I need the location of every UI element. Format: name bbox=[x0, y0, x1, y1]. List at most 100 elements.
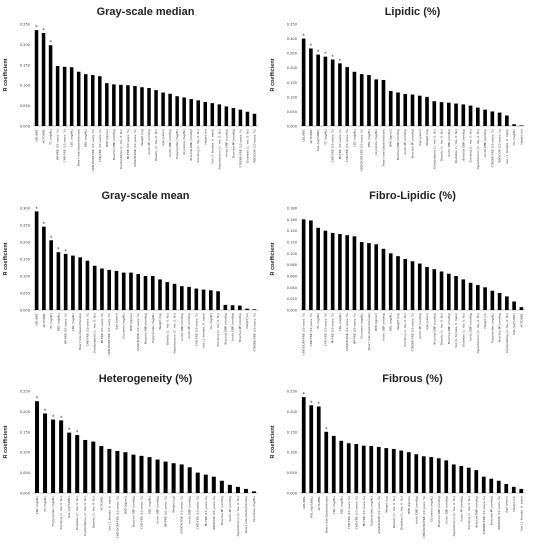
y-axis-label-2: R coefficient bbox=[3, 242, 9, 275]
x-tick-label-2-14: ASSIGN-RSK (10 years, %) bbox=[136, 313, 140, 351]
bar-5-24 bbox=[481, 476, 486, 493]
significance-marker-0-2: * bbox=[49, 40, 52, 46]
bar-1-27 bbox=[497, 112, 502, 126]
x-tick-label-1-13: Brachial SBP (mmHg) bbox=[396, 129, 400, 160]
bar-5-12 bbox=[391, 448, 396, 493]
x-tick-label-4-8: ACTC/HDL bbox=[99, 496, 103, 511]
bar-4-3 bbox=[59, 420, 64, 493]
x-tick-label-3-7: BP-PRE (10 years, %) bbox=[352, 313, 356, 344]
x-tick-label-2-23: Sex (1: female, 0: male) bbox=[202, 313, 206, 348]
y-tick-3-5: 0.100 bbox=[287, 252, 298, 256]
significance-marker-1-5: * bbox=[339, 58, 342, 64]
significance-marker-2-1: * bbox=[43, 222, 46, 228]
significance-marker-1-2: * bbox=[317, 50, 320, 56]
significance-marker-0-0: * bbox=[35, 25, 38, 31]
bar-0-14 bbox=[133, 86, 137, 126]
x-tick-label-5-29: Sex (1: female, 0: male) bbox=[519, 496, 523, 531]
x-tick-label-2-27: Aortic DBP (mmHg) bbox=[231, 313, 235, 341]
chart-title-5: Fibrous (%) bbox=[382, 373, 443, 385]
y-tick-3-3: 0.060 bbox=[287, 275, 298, 279]
y-tick-4-4: 0.200 bbox=[20, 410, 31, 414]
y-axis-label-5: R coefficient bbox=[270, 425, 276, 458]
x-tick-label-0-11: Brachial SBP (mmHg) bbox=[112, 129, 116, 160]
bar-5-5 bbox=[339, 440, 344, 493]
y-tick-1-1: 0.050 bbox=[287, 110, 298, 114]
bar-1-8 bbox=[359, 74, 364, 126]
x-tick-label-4-6: Dyslipidemia (1: Yes, 0: No) bbox=[83, 496, 87, 536]
x-tick-label-3-25: Height (m) bbox=[483, 313, 487, 329]
y-tick-3-0: 0.000 bbox=[287, 309, 298, 313]
bar-2-20 bbox=[179, 286, 184, 310]
bar-1-3 bbox=[323, 56, 328, 126]
x-tick-label-1-23: Smoking (1: Yes, 0: No) bbox=[469, 129, 473, 163]
bar-4-18 bbox=[179, 464, 184, 493]
x-tick-label-5-1: PAL (kg/%HDL) bbox=[309, 496, 313, 518]
x-tick-label-1-1: ACTC/HDL bbox=[309, 129, 313, 144]
x-tick-label-3-11: Aortic SBP (mmHg) bbox=[381, 313, 385, 341]
bar-4-25 bbox=[235, 486, 240, 493]
x-tick-label-2-26: Brachial DBP (mmHg) bbox=[223, 313, 227, 344]
bar-1-29 bbox=[512, 124, 516, 126]
x-tick-label-3-24: Hypertension (1: Yes, 0: No) bbox=[476, 313, 480, 353]
y-tick-2-2: 0.100 bbox=[20, 275, 31, 279]
x-tick-label-2-0: LDL/HDL bbox=[35, 313, 39, 326]
x-tick-label-5-22: Smoking (1: Yes, 0: No) bbox=[467, 496, 471, 530]
bar-2-27 bbox=[230, 305, 235, 310]
bar-0-15 bbox=[140, 87, 144, 126]
x-tick-label-3-8: Glycemia (mg/dL) bbox=[360, 313, 364, 339]
significance-marker-5-2: * bbox=[318, 402, 321, 408]
bar-4-16 bbox=[163, 461, 168, 493]
bar-4-12 bbox=[131, 454, 136, 493]
bar-0-27 bbox=[224, 106, 229, 126]
bar-5-21 bbox=[459, 466, 464, 493]
chart-panel-0: Gray-scale median R coefficient 0.000 0.050… bbox=[0, 0, 266, 183]
bar-3-3 bbox=[323, 230, 328, 310]
chart-svg-5: Fibrous (%) R coefficient 0.000 0.050 0.100 0… bbox=[270, 373, 525, 538]
bar-1-18 bbox=[432, 101, 437, 126]
x-tick-label-0-1: ACTC/HDL bbox=[42, 129, 46, 144]
x-tick-label-1-14: Aortic PP (mmHg) bbox=[403, 129, 407, 155]
x-tick-label-3-21: Sex (1: female, 0: male) bbox=[454, 313, 458, 348]
x-tick-label-2-13: BMI (kg/m2) bbox=[129, 313, 133, 331]
x-tick-label-3-14: Smoking (1: Yes, 0: No) bbox=[403, 313, 407, 347]
chart-svg-0: Gray-scale median R coefficient 0.000 0.050… bbox=[3, 6, 258, 171]
x-tick-label-0-12: Dyslipidemia (1: Yes, 0: No) bbox=[119, 129, 123, 169]
x-tick-label-0-29: STROKE-FRE (10 years, %) bbox=[238, 129, 242, 167]
x-tick-label-4-3: Smoking (1: Yes, 0: No) bbox=[59, 496, 63, 530]
bar-2-26 bbox=[223, 304, 228, 310]
bar-5-23 bbox=[474, 470, 479, 493]
bar-5-14 bbox=[406, 452, 411, 493]
x-tick-label-3-10: BMI (kg/m2) bbox=[374, 313, 378, 331]
bar-4-1 bbox=[43, 413, 48, 493]
bar-1-25 bbox=[483, 109, 487, 126]
y-tick-5-0: 0.000 bbox=[287, 492, 298, 496]
bar-0-11 bbox=[112, 84, 116, 126]
x-tick-label-0-14: ASSIGN-RSK (10 years, %) bbox=[133, 129, 137, 167]
bar-2-1 bbox=[42, 226, 46, 310]
x-tick-label-4-21: MI-FRE (10 years, %) bbox=[204, 496, 208, 526]
bar-5-10 bbox=[376, 446, 381, 493]
bar-3-19 bbox=[439, 271, 444, 310]
x-tick-label-2-19: Hypertension (1: Yes, 0: No) bbox=[173, 313, 177, 353]
x-tick-label-2-22: CVD-FRE (10 years, %) bbox=[194, 313, 198, 346]
y-tick-1-6: 0.300 bbox=[287, 37, 298, 41]
x-tick-label-0-5: LDL (mg/dL) bbox=[70, 129, 74, 147]
bar-3-24 bbox=[476, 285, 480, 310]
bar-4-20 bbox=[195, 472, 200, 493]
x-tick-label-0-4: CHD-FRE (10 years, %) bbox=[63, 129, 67, 162]
bar-2-21 bbox=[187, 286, 191, 310]
x-tick-label-1-22: Brachial DBP (mmHg) bbox=[461, 129, 465, 160]
significance-marker-5-1: * bbox=[310, 400, 313, 406]
x-tick-label-2-25: Smoking (1: Yes, 0: No) bbox=[216, 313, 220, 347]
x-tick-label-5-20: Hypertension (1: Yes, 0: No) bbox=[452, 496, 456, 536]
bar-2-6 bbox=[78, 257, 82, 310]
bar-4-4 bbox=[67, 432, 72, 493]
chart-svg-2: Gray-scale mean R coefficient 0.000 0.050 0.… bbox=[3, 190, 258, 355]
x-tick-label-1-19: Obesity (1: Yes, 0: No) bbox=[440, 129, 444, 161]
chart-title-2: Gray-scale mean bbox=[101, 190, 189, 202]
x-tick-label-5-7: CHD-FRE (10 years, %) bbox=[354, 496, 358, 529]
bar-0-13 bbox=[126, 85, 130, 126]
bar-2-12 bbox=[121, 272, 126, 310]
y-tick-3-7: 0.140 bbox=[287, 229, 298, 233]
y-tick-0-2: 0.100 bbox=[20, 84, 31, 88]
